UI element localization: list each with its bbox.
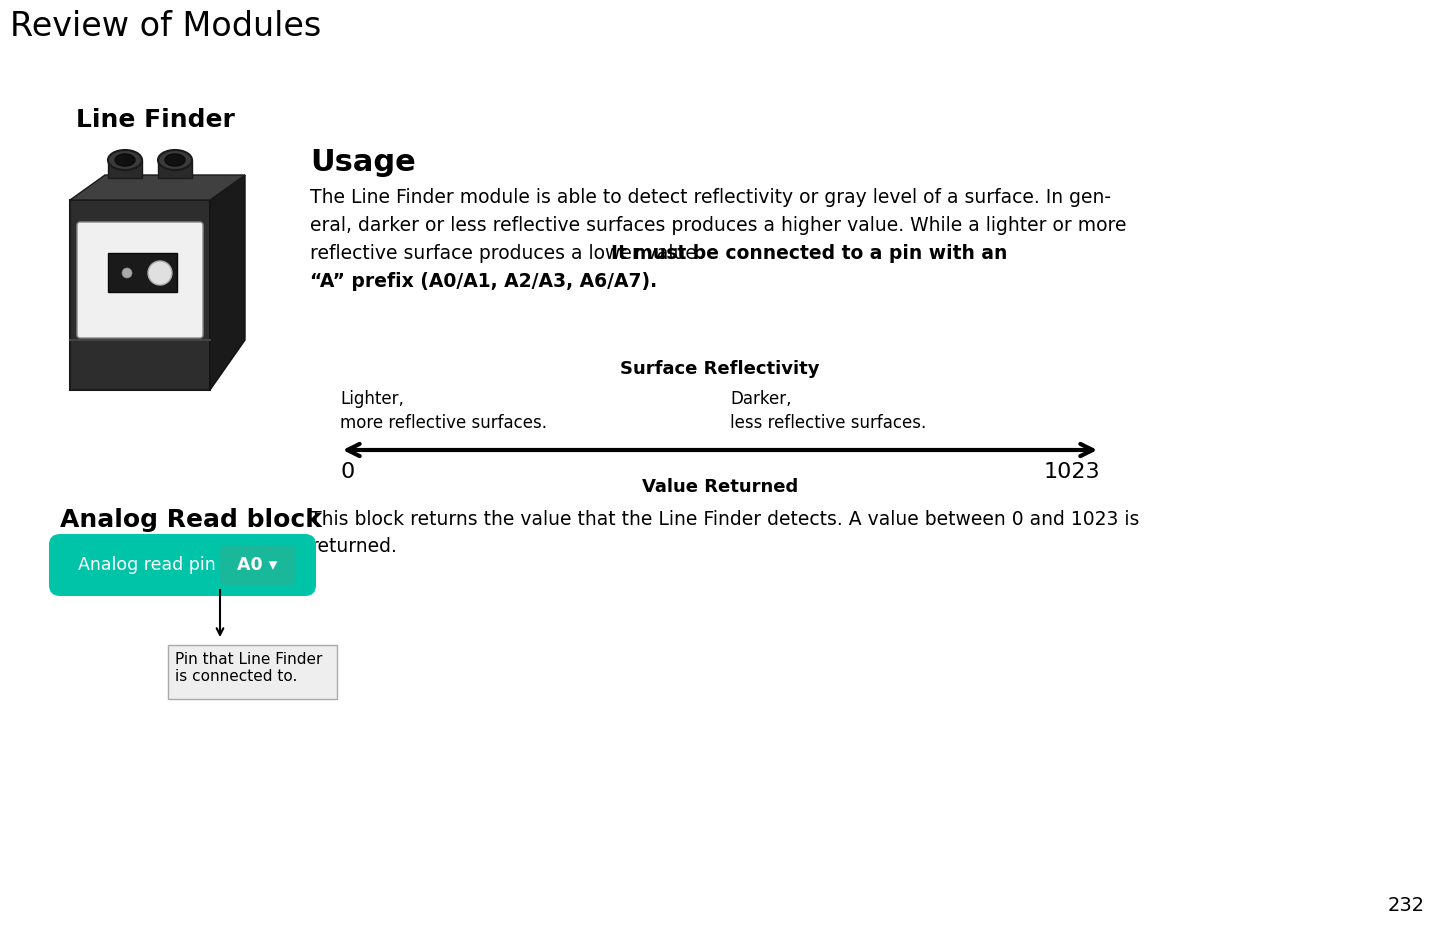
Text: It must be connected to a pin with an: It must be connected to a pin with an — [612, 244, 1007, 263]
Text: This block returns the value that the Line Finder detects. A value between 0 and: This block returns the value that the Li… — [309, 510, 1140, 555]
Circle shape — [148, 261, 173, 285]
Text: Review of Modules: Review of Modules — [10, 10, 321, 43]
Ellipse shape — [108, 150, 142, 170]
Ellipse shape — [115, 154, 135, 166]
Text: eral, darker or less reflective surfaces produces a higher value. While a lighte: eral, darker or less reflective surfaces… — [309, 216, 1127, 235]
Text: Analog Read block: Analog Read block — [60, 508, 322, 532]
Polygon shape — [158, 160, 191, 178]
Text: reflective surface produces a lower value.: reflective surface produces a lower valu… — [309, 244, 709, 263]
FancyBboxPatch shape — [220, 545, 295, 585]
Text: Darker,
less reflective surfaces.: Darker, less reflective surfaces. — [730, 390, 927, 432]
FancyBboxPatch shape — [71, 200, 210, 390]
Polygon shape — [71, 175, 245, 200]
FancyBboxPatch shape — [168, 645, 337, 699]
Polygon shape — [108, 160, 142, 178]
Text: A0 ▾: A0 ▾ — [237, 556, 278, 574]
Text: Value Returned: Value Returned — [642, 478, 799, 496]
FancyBboxPatch shape — [49, 534, 317, 596]
Text: Usage: Usage — [309, 148, 416, 177]
Text: “A” prefix (A0/A1, A2/A3, A6/A7).: “A” prefix (A0/A1, A2/A3, A6/A7). — [309, 272, 658, 291]
Text: Analog read pin: Analog read pin — [78, 556, 216, 574]
Ellipse shape — [158, 150, 191, 170]
Text: Lighter,
more reflective surfaces.: Lighter, more reflective surfaces. — [340, 390, 547, 432]
Ellipse shape — [165, 154, 186, 166]
FancyBboxPatch shape — [78, 222, 203, 338]
Text: 1023: 1023 — [1043, 462, 1099, 482]
Polygon shape — [210, 175, 245, 390]
Circle shape — [122, 268, 132, 278]
Text: 0: 0 — [340, 462, 354, 482]
Text: Pin that Line Finder
is connected to.: Pin that Line Finder is connected to. — [176, 652, 322, 684]
Text: Surface Reflectivity: Surface Reflectivity — [620, 360, 820, 378]
Text: The Line Finder module is able to detect reflectivity or gray level of a surface: The Line Finder module is able to detect… — [309, 188, 1111, 207]
FancyBboxPatch shape — [108, 253, 177, 292]
Text: 232: 232 — [1387, 896, 1425, 915]
Text: Line Finder: Line Finder — [76, 108, 235, 132]
